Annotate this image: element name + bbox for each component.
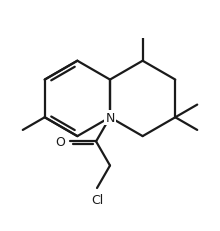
- Text: Cl: Cl: [91, 193, 103, 206]
- Text: O: O: [56, 135, 66, 148]
- Text: N: N: [105, 111, 115, 124]
